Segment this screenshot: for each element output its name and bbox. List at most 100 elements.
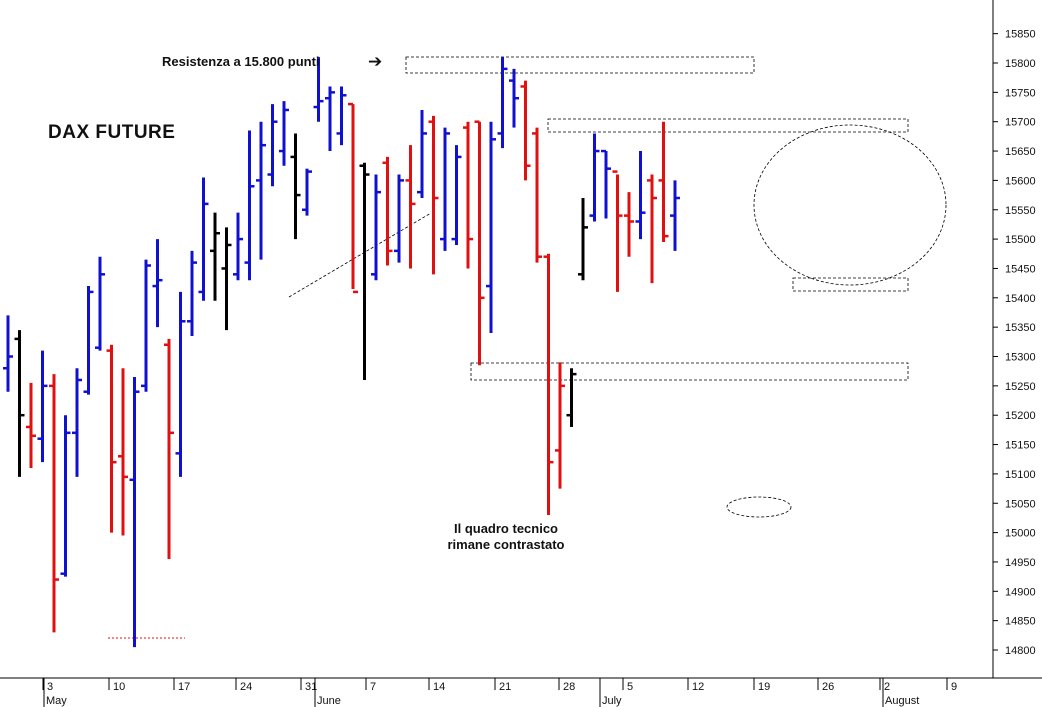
x-tick-label: 26 (822, 681, 834, 693)
ohlc-bar (359, 162, 370, 380)
month-label: July (602, 695, 622, 707)
ohlc-bar (658, 121, 669, 243)
x-tick-label: 17 (178, 681, 190, 693)
ohlc-bar (635, 151, 646, 240)
ohlc-bar (589, 133, 600, 222)
ohlc-bar (543, 253, 554, 515)
ohlc-bar (290, 133, 301, 240)
trendline (288, 212, 432, 298)
ohlc-bar (486, 121, 496, 334)
x-tick-label: 21 (499, 681, 511, 693)
ohlc-bar (612, 170, 623, 292)
ohlc-bar (106, 344, 117, 533)
x-tick-label: 3 (47, 681, 53, 693)
y-tick-label: 15150 (1005, 440, 1036, 452)
x-axis: 3 10 17 24 31 7 14 21 28 5 12 19 26 2 9 May June July Augu… (42, 678, 957, 707)
chart-title: DAX FUTURE (48, 122, 176, 143)
ohlc-bar (221, 227, 232, 331)
ohlc-bar (313, 57, 324, 122)
ohlc-bars (3, 57, 680, 648)
ohlc-bar (428, 115, 439, 275)
ohlc-bar (474, 120, 485, 366)
ohlc-bar (405, 145, 416, 269)
ohlc-bar (72, 368, 82, 477)
x-tick-label: 10 (113, 681, 125, 693)
y-tick-label: 15300 (1005, 352, 1036, 364)
ohlc-bar (624, 192, 634, 257)
ohlc-bar (198, 177, 209, 301)
y-tick-label: 15550 (1005, 205, 1036, 217)
y-tick-label: 15100 (1005, 469, 1036, 481)
y-axis: 14800 14850 14900 14950 15000 15050 15100 15150… (993, 29, 1036, 657)
comment-annotation: Il quadro tecnico rimane contrastato (416, 521, 596, 553)
y-tick-label: 15750 (1005, 87, 1036, 99)
y-tick-label: 14850 (1005, 616, 1036, 628)
ohlc-bar (601, 149, 611, 219)
ohlc-bar (14, 330, 25, 477)
ohlc-bar (60, 415, 71, 577)
ohlc-bar (647, 174, 657, 284)
resistance-annotation: Resistenza a 15.800 punti (162, 54, 320, 69)
y-tick-label: 15450 (1005, 263, 1036, 275)
x-tick-label: 2 (884, 681, 890, 693)
ohlc-bar (325, 86, 335, 152)
resistance-box (405, 56, 755, 74)
y-tick-label: 15050 (1005, 498, 1036, 510)
y-tick-label: 14950 (1005, 557, 1036, 569)
ohlc-bar (210, 212, 220, 301)
ohlc-bar (83, 286, 94, 395)
ohlc-bar (532, 127, 542, 263)
ohlc-bar (3, 315, 13, 392)
x-tick-label: 31 (305, 681, 317, 693)
month-label: May (46, 695, 67, 707)
y-tick-label: 15800 (1005, 58, 1036, 70)
y-tick-label: 15200 (1005, 410, 1036, 422)
ohlc-bar (118, 368, 128, 536)
y-tick-label: 14900 (1005, 586, 1036, 598)
ohlc-bar (463, 121, 473, 269)
comment-line-1: Il quadro tecnico (453, 521, 558, 536)
ohlc-bar (417, 109, 427, 199)
ohlc-bar (382, 156, 393, 266)
ohlc-bar (256, 121, 266, 260)
ohlc-bar (233, 212, 243, 281)
ohlc-bar (49, 374, 59, 633)
y-tick-label: 15250 (1005, 381, 1036, 393)
ohlc-bar (152, 239, 163, 328)
y-tick-label: 15000 (1005, 528, 1036, 540)
y-tick-label: 15350 (1005, 322, 1036, 334)
ohlc-bar (302, 168, 312, 216)
ohlc-bar (26, 382, 36, 469)
ohlc-bar (164, 338, 174, 560)
comment-line-2: rimane contrastato (447, 537, 565, 552)
ohlc-bar (95, 256, 105, 351)
x-tick-label: 12 (692, 681, 704, 693)
ohlc-bar (451, 145, 462, 245)
ohlc-bar (440, 127, 450, 251)
ohlc-bar (555, 362, 565, 489)
y-tick-label: 15650 (1005, 146, 1036, 158)
support-box (470, 362, 909, 381)
y-tick-label: 14800 (1005, 645, 1036, 657)
ohlc-bar (371, 174, 381, 281)
ohlc-bar (497, 57, 508, 149)
y-tick-label: 15400 (1005, 293, 1036, 305)
y-tick-label: 15600 (1005, 175, 1036, 187)
consolidation-circle (753, 124, 947, 286)
ohlc-bar (336, 86, 347, 146)
x-tick-label: 24 (240, 681, 252, 693)
ohlc-bar (279, 101, 289, 166)
ohlc-bar (244, 130, 255, 281)
ohlc-bar (509, 68, 519, 128)
ohlc-bar (37, 350, 48, 463)
x-tick-label: 5 (627, 681, 633, 693)
ohlc-bar (267, 104, 278, 187)
y-tick-label: 15500 (1005, 234, 1036, 246)
month-label: June (317, 695, 341, 707)
x-tick-label: 14 (433, 681, 445, 693)
x-tick-label: 7 (370, 681, 376, 693)
arrow-right-icon: ➔ (368, 52, 383, 72)
ohlc-bar (187, 250, 197, 336)
x-tick-label: 28 (563, 681, 575, 693)
ohlc-bar (578, 198, 588, 281)
